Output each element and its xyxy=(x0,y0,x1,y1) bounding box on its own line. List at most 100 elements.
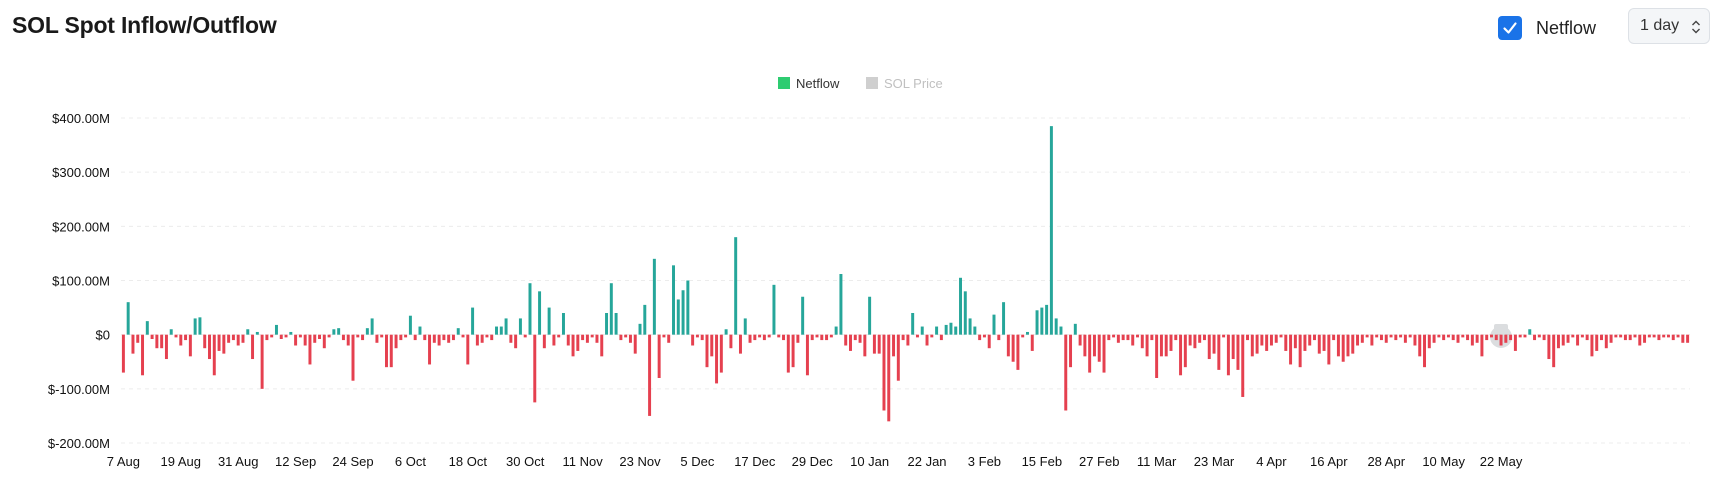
netflow-bar xyxy=(1336,334,1340,357)
netflow-bar xyxy=(1446,334,1450,338)
netflow-bar xyxy=(260,334,264,389)
netflow-bar xyxy=(1451,334,1455,341)
netflow-bar xyxy=(1614,334,1618,338)
netflow-bar xyxy=(681,290,685,335)
y-tick-label: $300.00M xyxy=(52,165,110,180)
netflow-bar xyxy=(1274,334,1278,343)
netflow-bar xyxy=(935,326,939,335)
netflow-bar xyxy=(1504,334,1508,343)
netflow-bar xyxy=(959,277,962,335)
interval-select[interactable]: 1 day xyxy=(1628,8,1710,44)
netflow-bar xyxy=(270,334,274,338)
netflow-bar xyxy=(1069,334,1073,368)
x-tick-label: 16 Apr xyxy=(1310,454,1348,469)
netflow-bar xyxy=(1595,334,1599,351)
netflow-bar xyxy=(1523,334,1527,338)
netflow-bar xyxy=(1332,334,1336,341)
netflow-bar xyxy=(1016,334,1020,370)
netflow-bar xyxy=(365,328,369,335)
netflow-bar xyxy=(695,334,699,338)
netflow-bar xyxy=(265,334,269,341)
netflow-bar xyxy=(241,334,245,343)
netflow-bar xyxy=(1212,334,1216,354)
netflow-bar xyxy=(1226,334,1230,376)
netflow-bar xyxy=(1279,334,1283,338)
y-tick-label: $0 xyxy=(96,328,110,343)
legend-item-sol-price[interactable]: SOL Price xyxy=(866,76,943,91)
netflow-bar xyxy=(858,334,862,343)
netflow-bar xyxy=(700,334,704,341)
netflow-bar xyxy=(1145,334,1149,357)
netflow-bar xyxy=(968,318,972,335)
netflow-bar xyxy=(605,313,609,335)
netflow-bar xyxy=(1021,334,1025,338)
netflow-bar xyxy=(184,334,188,341)
netflow-bar xyxy=(1437,334,1441,338)
netflow-bar xyxy=(1509,334,1513,341)
netflow-bar xyxy=(1112,334,1116,338)
netflow-bar xyxy=(748,334,752,343)
netflow-bar xyxy=(1384,334,1388,343)
netflow-bar xyxy=(872,334,876,354)
netflow-bar xyxy=(949,322,953,335)
netflow-bar xyxy=(1394,334,1398,341)
netflow-bar xyxy=(1121,334,1125,341)
netflow-bar xyxy=(361,334,365,341)
netflow-bar xyxy=(1499,334,1503,346)
netflow-bar xyxy=(643,304,647,335)
netflow-bar xyxy=(179,334,183,346)
netflow-bar xyxy=(1657,334,1661,341)
netflow-bar xyxy=(1155,334,1159,378)
netflow-bar xyxy=(1049,126,1053,335)
netflow-bar xyxy=(1284,334,1288,351)
legend-item-netflow[interactable]: Netflow xyxy=(778,76,840,91)
netflow-bar xyxy=(1360,334,1364,343)
netflow-bar xyxy=(294,334,298,346)
netflow-bar xyxy=(208,334,211,360)
netflow-bar xyxy=(471,307,475,335)
netflow-bar xyxy=(782,334,786,341)
netflow-bar xyxy=(1365,334,1369,338)
x-tick-label: 22 Jan xyxy=(908,454,947,469)
netflow-bar xyxy=(394,334,398,349)
netflow-bar xyxy=(954,326,958,335)
netflow-bar xyxy=(447,334,451,343)
netflow-bar xyxy=(337,328,341,335)
netflow-bar xyxy=(815,334,819,338)
netflow-bar xyxy=(628,334,632,343)
netflow-bar xyxy=(1246,334,1250,341)
netflow-bar xyxy=(404,334,408,338)
netflow-bar xyxy=(399,334,403,341)
netflow-bar xyxy=(777,334,781,338)
netflow-checkbox[interactable] xyxy=(1498,16,1522,40)
netflow-bar xyxy=(284,334,288,338)
netflow-bar xyxy=(1518,334,1522,338)
netflow-bar xyxy=(1183,334,1187,368)
netflow-bar xyxy=(418,326,422,335)
netflow-bar xyxy=(978,334,982,341)
netflow-bar xyxy=(1552,334,1556,368)
netflow-bar xyxy=(222,334,226,354)
chart-gridlines xyxy=(121,117,1690,444)
netflow-bar xyxy=(485,334,489,338)
netflow-bar xyxy=(1202,334,1206,341)
netflow-bar xyxy=(1059,326,1063,335)
netflow-bar xyxy=(1408,334,1412,338)
chart-legend[interactable]: Netflow SOL Price xyxy=(778,76,943,91)
netflow-bar xyxy=(303,334,307,346)
netflow-bar xyxy=(413,334,417,341)
chevron-updown-icon xyxy=(1692,20,1700,34)
netflow-bar xyxy=(193,318,197,335)
netflow-bar xyxy=(1576,334,1580,346)
netflow-bar xyxy=(1461,334,1465,338)
netflow-bar xyxy=(547,307,551,335)
x-tick-label: 12 Sep xyxy=(275,454,316,469)
legend-label-netflow: Netflow xyxy=(796,76,840,91)
netflow-bar xyxy=(231,334,235,341)
netflow-toggle[interactable]: Netflow xyxy=(1498,16,1596,40)
netflow-bar xyxy=(849,334,852,351)
netflow-bar xyxy=(896,334,900,381)
netflow-bar xyxy=(887,334,891,422)
netflow-bar xyxy=(1647,334,1651,338)
netflow-bar xyxy=(274,324,278,335)
